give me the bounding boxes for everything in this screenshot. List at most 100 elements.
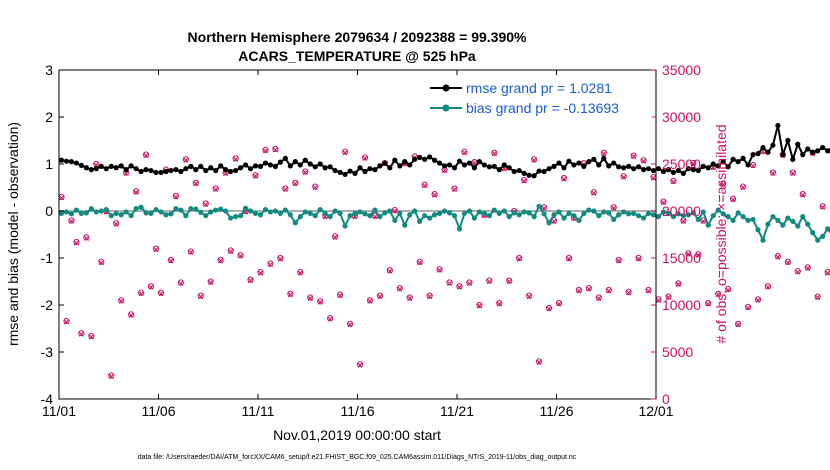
rmse-point xyxy=(705,165,711,171)
bias-point xyxy=(397,210,403,216)
obs-possible-point xyxy=(332,233,339,240)
rmse-point xyxy=(108,163,114,169)
bias-point xyxy=(292,220,298,226)
bias-point xyxy=(815,237,821,243)
obs-assimilated-point xyxy=(302,169,308,176)
obs-possible-point xyxy=(212,185,219,192)
obs-possible-point xyxy=(272,145,279,153)
rmse-point xyxy=(98,163,104,169)
bias-point xyxy=(317,206,323,213)
right-tick-label: 30000 xyxy=(662,109,701,125)
obs-possible-point xyxy=(346,320,354,327)
obs-possible-point xyxy=(545,304,553,311)
left-axis-ticks: 3 2 1 0 -1 -2 -3 -4 xyxy=(41,62,64,407)
obs-possible-point xyxy=(237,252,244,259)
right-tick-label: 20000 xyxy=(662,203,701,219)
obs-possible-point xyxy=(476,301,483,309)
bias-point xyxy=(417,218,423,224)
obs-assimilated-point xyxy=(128,312,134,318)
obs-assimilated-point xyxy=(491,151,497,157)
bias-point xyxy=(451,213,458,219)
obs-possible-point xyxy=(177,279,184,286)
obs-assimilated-point xyxy=(461,150,468,156)
obs-assimilated-point xyxy=(208,279,214,285)
rmse-point xyxy=(541,168,547,175)
plot-background xyxy=(59,70,656,399)
rmse-point xyxy=(810,149,816,155)
rmse-point xyxy=(476,159,482,165)
plot-area: 3 2 1 0 -1 -2 -3 -4 35000 30000 25000 20000 15000 10… xyxy=(41,62,830,419)
rmse-point xyxy=(272,163,279,169)
legend-rmse-label: rmse grand pr = 1.0281 xyxy=(466,80,612,96)
bias-point xyxy=(213,207,219,213)
obs-possible-point xyxy=(118,297,125,304)
bias-point xyxy=(193,206,199,212)
rmse-point xyxy=(481,162,487,168)
obs-assimilated-point xyxy=(392,208,398,214)
rmse-point xyxy=(73,160,80,166)
rmse-point xyxy=(775,122,781,129)
rmse-point xyxy=(735,159,741,165)
obs-assimilated-point xyxy=(83,235,89,241)
obs-possible-point xyxy=(386,267,393,274)
obs-possible-point xyxy=(774,253,781,260)
obs-assimilated-point xyxy=(203,201,209,207)
obs-assimilated-point xyxy=(233,156,239,162)
rmse-point xyxy=(247,166,254,172)
bias-point xyxy=(526,210,532,216)
obs-possible-point xyxy=(819,203,826,210)
bias-point xyxy=(297,214,303,220)
bias-point xyxy=(790,218,796,224)
rmse-point xyxy=(660,168,667,175)
rmse-point xyxy=(252,163,259,169)
obs-possible-point xyxy=(814,293,821,300)
bias-point xyxy=(576,217,582,223)
bias-point xyxy=(322,210,328,216)
obs-possible-point xyxy=(560,175,568,182)
obs-possible-point xyxy=(436,266,443,273)
right-tick-label: 35000 xyxy=(662,62,701,78)
bias-point xyxy=(695,216,701,223)
left-tick-label: -1 xyxy=(41,250,54,266)
bias-point xyxy=(78,210,84,216)
rmse-point xyxy=(372,167,378,173)
obs-assimilated-point xyxy=(257,270,264,276)
obs-assimilated-point xyxy=(272,147,278,153)
obs-assimilated-point xyxy=(775,254,781,260)
obs-assimilated-point xyxy=(526,293,532,300)
obs-assimilated-point xyxy=(516,256,522,262)
rmse-point xyxy=(218,163,224,169)
obs-possible-point xyxy=(496,300,503,307)
bias-point xyxy=(183,213,189,219)
obs-possible-point xyxy=(764,283,772,290)
obs-possible-point xyxy=(670,177,677,185)
obs-assimilated-point xyxy=(631,153,637,160)
obs-assimilated-point xyxy=(307,295,313,301)
bias-point xyxy=(660,209,667,215)
rmse-point xyxy=(631,166,637,172)
obs-possible-point xyxy=(267,260,274,267)
rmse-point xyxy=(556,160,562,166)
bias-point xyxy=(645,210,652,216)
bias-point xyxy=(113,210,119,216)
rmse-point xyxy=(392,157,398,163)
obs-possible-point xyxy=(794,268,801,275)
obs-possible-point xyxy=(421,181,428,188)
bias-point xyxy=(228,215,234,221)
rmse-point xyxy=(332,167,338,174)
obs-possible-point xyxy=(341,148,349,155)
bias-point xyxy=(148,210,154,216)
rmse-point xyxy=(143,167,149,173)
obs-assimilated-point xyxy=(506,278,512,285)
x-tick-label: 11/26 xyxy=(540,403,574,419)
bias-point xyxy=(586,207,592,213)
bias-point xyxy=(581,210,587,216)
bias-point xyxy=(765,221,771,227)
obs-assimilated-point xyxy=(805,265,811,271)
obs-assimilated-point xyxy=(118,298,124,304)
obs-possible-point xyxy=(361,154,369,161)
obs-assimilated-point xyxy=(496,301,502,307)
rmse-point xyxy=(118,163,124,169)
bias-point xyxy=(800,214,806,220)
